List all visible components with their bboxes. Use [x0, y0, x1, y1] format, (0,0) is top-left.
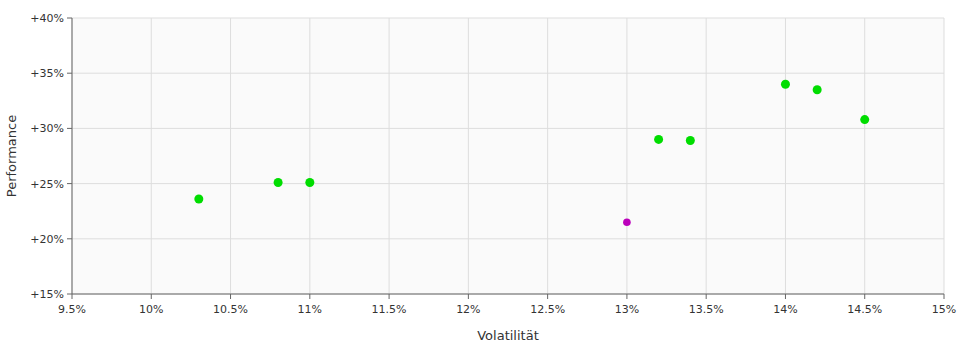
- point: [623, 218, 631, 226]
- x-grid-line: [944, 18, 945, 294]
- x-tick: [230, 294, 231, 299]
- x-tick: [626, 294, 627, 299]
- x-tick: [468, 294, 469, 299]
- y-grid-line: [72, 294, 944, 295]
- series: [623, 218, 631, 226]
- y-tick-label: +30%: [30, 122, 64, 135]
- x-tick-label: 15%: [932, 303, 956, 316]
- y-tick: [67, 73, 72, 74]
- x-tick: [706, 294, 707, 299]
- x-grid-line: [309, 18, 310, 294]
- x-grid-line: [151, 18, 152, 294]
- y-axis-label: Performance: [4, 115, 19, 197]
- x-axis-label: Volatilität: [477, 328, 539, 343]
- x-tick: [864, 294, 865, 299]
- x-tick: [944, 294, 945, 299]
- x-tick-label: 10.5%: [213, 303, 248, 316]
- y-tick-label: +20%: [30, 233, 64, 246]
- y-tick: [67, 183, 72, 184]
- x-tick-label: 11%: [298, 303, 322, 316]
- x-tick-label: 14%: [773, 303, 797, 316]
- grid: [72, 18, 944, 294]
- chart: 9.5% 10% 10.5% 11% 11.5% 12% 12.5% 13% 13.5% 14% 1…: [0, 0, 966, 350]
- y-grid-line: [72, 183, 944, 184]
- x-grid-line: [389, 18, 390, 294]
- x-tick-label: 12.5%: [530, 303, 565, 316]
- x-grid-line: [230, 18, 231, 294]
- x-tick-label: 14.5%: [847, 303, 882, 316]
- x-grid-line: [626, 18, 627, 294]
- x-grid-line: [785, 18, 786, 294]
- point: [654, 135, 663, 144]
- point: [813, 85, 822, 94]
- x-axis-line: [72, 294, 944, 295]
- x-grid-line: [864, 18, 865, 294]
- x-grid-line: [547, 18, 548, 294]
- y-grid-line: [72, 238, 944, 239]
- x-tick: [72, 294, 73, 299]
- x-tick-label: 11.5%: [372, 303, 407, 316]
- x-tick-label: 12%: [456, 303, 480, 316]
- series: [194, 80, 869, 204]
- x-tick: [389, 294, 390, 299]
- plot-area: [72, 18, 944, 294]
- x-tick: [785, 294, 786, 299]
- y-grid-line: [72, 128, 944, 129]
- y-tick-label: +35%: [30, 67, 64, 80]
- y-tick: [67, 128, 72, 129]
- y-grid-line: [72, 18, 944, 19]
- x-tick-label: 9.5%: [58, 303, 86, 316]
- x-grid-line: [706, 18, 707, 294]
- point: [194, 195, 203, 204]
- x-tick-label: 13%: [615, 303, 639, 316]
- x-tick-label: 10%: [139, 303, 163, 316]
- x-tick: [309, 294, 310, 299]
- y-tick-label: +15%: [30, 288, 64, 301]
- point: [781, 80, 790, 89]
- x-grid-line: [468, 18, 469, 294]
- points: [194, 80, 869, 226]
- y-tick: [67, 238, 72, 239]
- y-tick: [67, 294, 72, 295]
- point: [305, 178, 314, 187]
- x-tick-label: 13.5%: [689, 303, 724, 316]
- y-tick: [67, 18, 72, 19]
- axes: 9.5% 10% 10.5% 11% 11.5% 12% 12.5% 13% 13.5% 14% 1…: [30, 12, 956, 316]
- y-grid-line: [72, 73, 944, 74]
- x-grid-line: [72, 18, 73, 294]
- x-tick: [151, 294, 152, 299]
- y-tick-label: +40%: [30, 12, 64, 25]
- y-tick-label: +25%: [30, 178, 64, 191]
- point: [686, 136, 695, 145]
- point: [274, 178, 283, 187]
- point: [860, 115, 869, 124]
- x-tick: [547, 294, 548, 299]
- y-axis-line: [72, 18, 73, 294]
